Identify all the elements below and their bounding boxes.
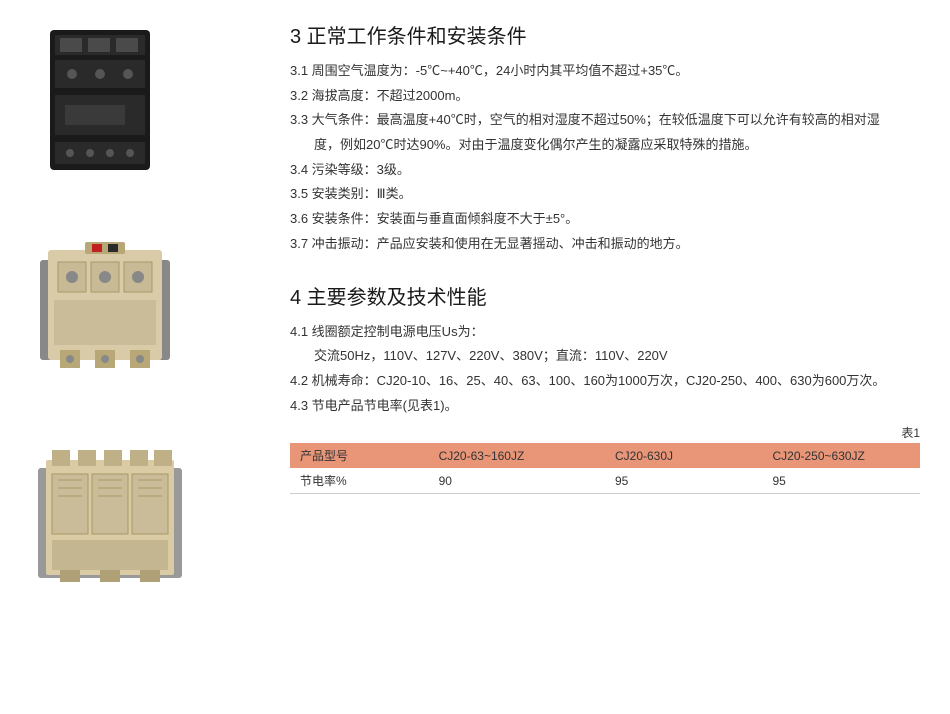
spec-3-3: 3.3 大气条件：最高温度+40℃时，空气的相对湿度不超过50%；在较低温度下可…	[290, 108, 920, 133]
section-3-list: 3.1 周围空气温度为：-5℃~+40℃，24小时内其平均值不超过+35℃。 3…	[290, 59, 920, 257]
th-col3: CJ20-250~630JZ	[762, 443, 920, 468]
td-val1: 90	[429, 468, 605, 494]
spec-3-5: 3.5 安装类别：Ⅲ类。	[290, 182, 920, 207]
spec-4-3: 4.3 节电产品节电率(见表1)。	[290, 394, 920, 419]
product-image-3	[30, 440, 270, 590]
spec-4-2: 4.2 机械寿命：CJ20-10、16、25、40、63、100、160为100…	[290, 369, 920, 394]
spec-4-1: 4.1 线圈额定控制电源电压Us为：	[290, 320, 920, 345]
spec-3-1: 3.1 周围空气温度为：-5℃~+40℃，24小时内其平均值不超过+35℃。	[290, 59, 920, 84]
spec-3-2: 3.2 海拔高度：不超过2000m。	[290, 84, 920, 109]
spec-4-1-cont: 交流50Hz，110V、127V、220V、380V；直流：110V、220V	[290, 344, 920, 369]
spec-3-6: 3.6 安装条件：安装面与垂直面倾斜度不大于±5°。	[290, 207, 920, 232]
table-header-row: 产品型号 CJ20-63~160JZ CJ20-630J CJ20-250~63…	[290, 443, 920, 468]
table-row: 节电率% 90 95 95	[290, 468, 920, 494]
spec-3-4: 3.4 污染等级：3级。	[290, 158, 920, 183]
td-label: 节电率%	[290, 468, 429, 494]
spec-3-7: 3.7 冲击振动：产品应安装和使用在无显著摇动、冲击和振动的地方。	[290, 232, 920, 257]
spec-3-3-cont: 度，例如20℃时达90%。对由于温度变化偶尔产生的凝露应采取特殊的措施。	[290, 133, 920, 158]
td-val2: 95	[605, 468, 763, 494]
th-col2: CJ20-630J	[605, 443, 763, 468]
product-image-2	[30, 230, 270, 380]
section-3-heading: 3 正常工作条件和安装条件	[290, 20, 920, 49]
th-model: 产品型号	[290, 443, 429, 468]
th-col1: CJ20-63~160JZ	[429, 443, 605, 468]
td-val3: 95	[762, 468, 920, 494]
section-4-list: 4.1 线圈额定控制电源电压Us为： 交流50Hz，110V、127V、220V…	[290, 320, 920, 419]
efficiency-table: 产品型号 CJ20-63~160JZ CJ20-630J CJ20-250~63…	[290, 443, 920, 494]
table-1-label: 表1	[290, 424, 920, 441]
section-4-heading: 4 主要参数及技术性能	[290, 281, 920, 310]
product-image-1	[30, 20, 270, 180]
